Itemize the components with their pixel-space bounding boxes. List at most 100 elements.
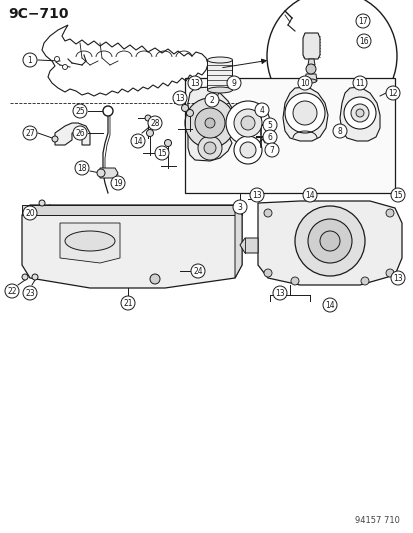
Text: 11: 11 [354, 78, 364, 87]
Polygon shape [257, 201, 401, 285]
Circle shape [254, 103, 268, 117]
Circle shape [204, 118, 214, 128]
Text: 1: 1 [28, 55, 32, 64]
Text: 13: 13 [275, 288, 284, 297]
Text: 10: 10 [299, 78, 309, 87]
Circle shape [147, 116, 161, 130]
Text: 16: 16 [358, 36, 368, 45]
Circle shape [52, 136, 58, 142]
Circle shape [294, 206, 364, 276]
Polygon shape [339, 87, 379, 141]
Circle shape [307, 219, 351, 263]
Circle shape [23, 286, 37, 300]
Circle shape [385, 269, 393, 277]
Circle shape [23, 206, 37, 220]
Text: 2: 2 [209, 95, 214, 104]
Circle shape [233, 200, 247, 214]
Text: 17: 17 [357, 17, 367, 26]
Polygon shape [188, 87, 235, 161]
Circle shape [322, 298, 336, 312]
Circle shape [73, 126, 87, 140]
Text: 9: 9 [231, 78, 236, 87]
Circle shape [185, 98, 235, 148]
Text: 13: 13 [252, 190, 261, 199]
Circle shape [62, 64, 67, 69]
Circle shape [173, 91, 187, 105]
Circle shape [352, 76, 366, 90]
Circle shape [226, 76, 240, 90]
Circle shape [263, 269, 271, 277]
Circle shape [225, 101, 269, 145]
Circle shape [23, 126, 37, 140]
Circle shape [190, 264, 204, 278]
Circle shape [5, 284, 19, 298]
Circle shape [164, 140, 171, 147]
Circle shape [39, 200, 45, 206]
Circle shape [188, 76, 202, 90]
Circle shape [154, 146, 169, 160]
Text: 24: 24 [193, 266, 202, 276]
Circle shape [390, 271, 404, 285]
Circle shape [390, 188, 404, 202]
Polygon shape [302, 33, 319, 59]
Circle shape [111, 176, 125, 190]
Text: 26: 26 [75, 128, 85, 138]
Polygon shape [22, 205, 242, 215]
Text: 14: 14 [304, 190, 314, 199]
Circle shape [55, 56, 59, 61]
Text: 12: 12 [387, 88, 397, 98]
Circle shape [263, 209, 271, 217]
Circle shape [73, 104, 87, 118]
Circle shape [131, 134, 145, 148]
Polygon shape [240, 238, 257, 253]
Circle shape [186, 109, 193, 117]
Text: 21: 21 [123, 298, 133, 308]
Circle shape [204, 93, 218, 107]
Polygon shape [22, 205, 242, 288]
Text: 94157 710: 94157 710 [354, 516, 399, 525]
Text: 15: 15 [392, 190, 402, 199]
Text: 4: 4 [259, 106, 264, 115]
Text: 28: 28 [150, 118, 159, 127]
Circle shape [355, 14, 369, 28]
Ellipse shape [207, 57, 232, 63]
Circle shape [23, 53, 37, 67]
Circle shape [302, 188, 316, 202]
Text: 15: 15 [157, 149, 166, 157]
Ellipse shape [65, 231, 115, 251]
Circle shape [356, 34, 370, 48]
Circle shape [97, 169, 105, 177]
Circle shape [75, 161, 89, 175]
Ellipse shape [305, 79, 316, 83]
Circle shape [266, 0, 396, 121]
Ellipse shape [207, 87, 232, 93]
Circle shape [233, 109, 261, 137]
Polygon shape [307, 59, 314, 65]
Circle shape [385, 209, 393, 217]
Circle shape [360, 277, 368, 285]
Circle shape [103, 106, 113, 116]
Text: 13: 13 [190, 78, 199, 87]
Circle shape [350, 104, 368, 122]
Circle shape [264, 143, 278, 157]
Circle shape [319, 231, 339, 251]
Circle shape [355, 109, 363, 117]
Text: 13: 13 [175, 93, 184, 102]
Text: 23: 23 [25, 288, 35, 297]
Text: 6: 6 [267, 133, 272, 141]
Circle shape [233, 136, 261, 164]
Text: 25: 25 [75, 107, 85, 116]
Polygon shape [55, 123, 90, 145]
Polygon shape [60, 223, 120, 263]
Polygon shape [282, 87, 327, 141]
Polygon shape [235, 205, 242, 278]
Circle shape [197, 136, 221, 160]
Circle shape [204, 142, 216, 154]
Polygon shape [100, 168, 118, 178]
Text: 19: 19 [113, 179, 123, 188]
Circle shape [240, 142, 255, 158]
Text: 14: 14 [324, 301, 334, 310]
Text: 14: 14 [133, 136, 142, 146]
Circle shape [305, 64, 315, 74]
Circle shape [284, 93, 324, 133]
